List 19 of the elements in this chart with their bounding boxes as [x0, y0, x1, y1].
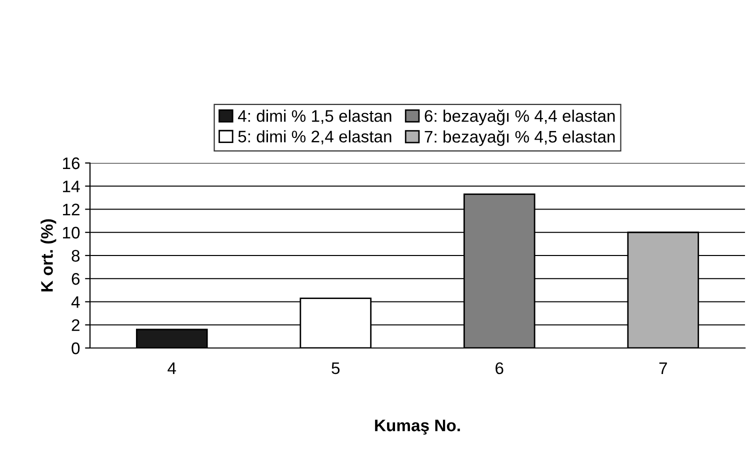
- legend-label: 5: dimi % 2,4 elastan: [238, 130, 392, 144]
- y-tick-label: 10: [63, 226, 80, 239]
- y-axis-title: K ort. (%): [40, 219, 56, 292]
- x-axis-title: Kumaş No.: [375, 420, 460, 435]
- legend-label: 7: bezayağı % 4,5 elastan: [424, 130, 615, 146]
- y-tick-label: 6: [72, 273, 80, 285]
- y-tick-label: 14: [63, 180, 80, 192]
- x-tick-label: 5: [332, 362, 340, 374]
- y-tick-label: 2: [72, 319, 80, 331]
- x-tick-label: 6: [496, 362, 504, 374]
- x-tick-label: 4: [168, 362, 176, 374]
- legend-label: 4: dimi % 1,5 elastan: [238, 110, 392, 124]
- y-tick-label: 16: [63, 157, 80, 170]
- y-tick-label: 8: [72, 250, 80, 262]
- y-tick-label: 0: [72, 342, 80, 354]
- legend-label: 6: bezayağı % 4,4 elastan: [424, 109, 615, 126]
- y-tick-label: 12: [63, 204, 80, 216]
- y-tick-label: 4: [71, 296, 80, 308]
- x-tick-label: 7: [659, 362, 667, 374]
